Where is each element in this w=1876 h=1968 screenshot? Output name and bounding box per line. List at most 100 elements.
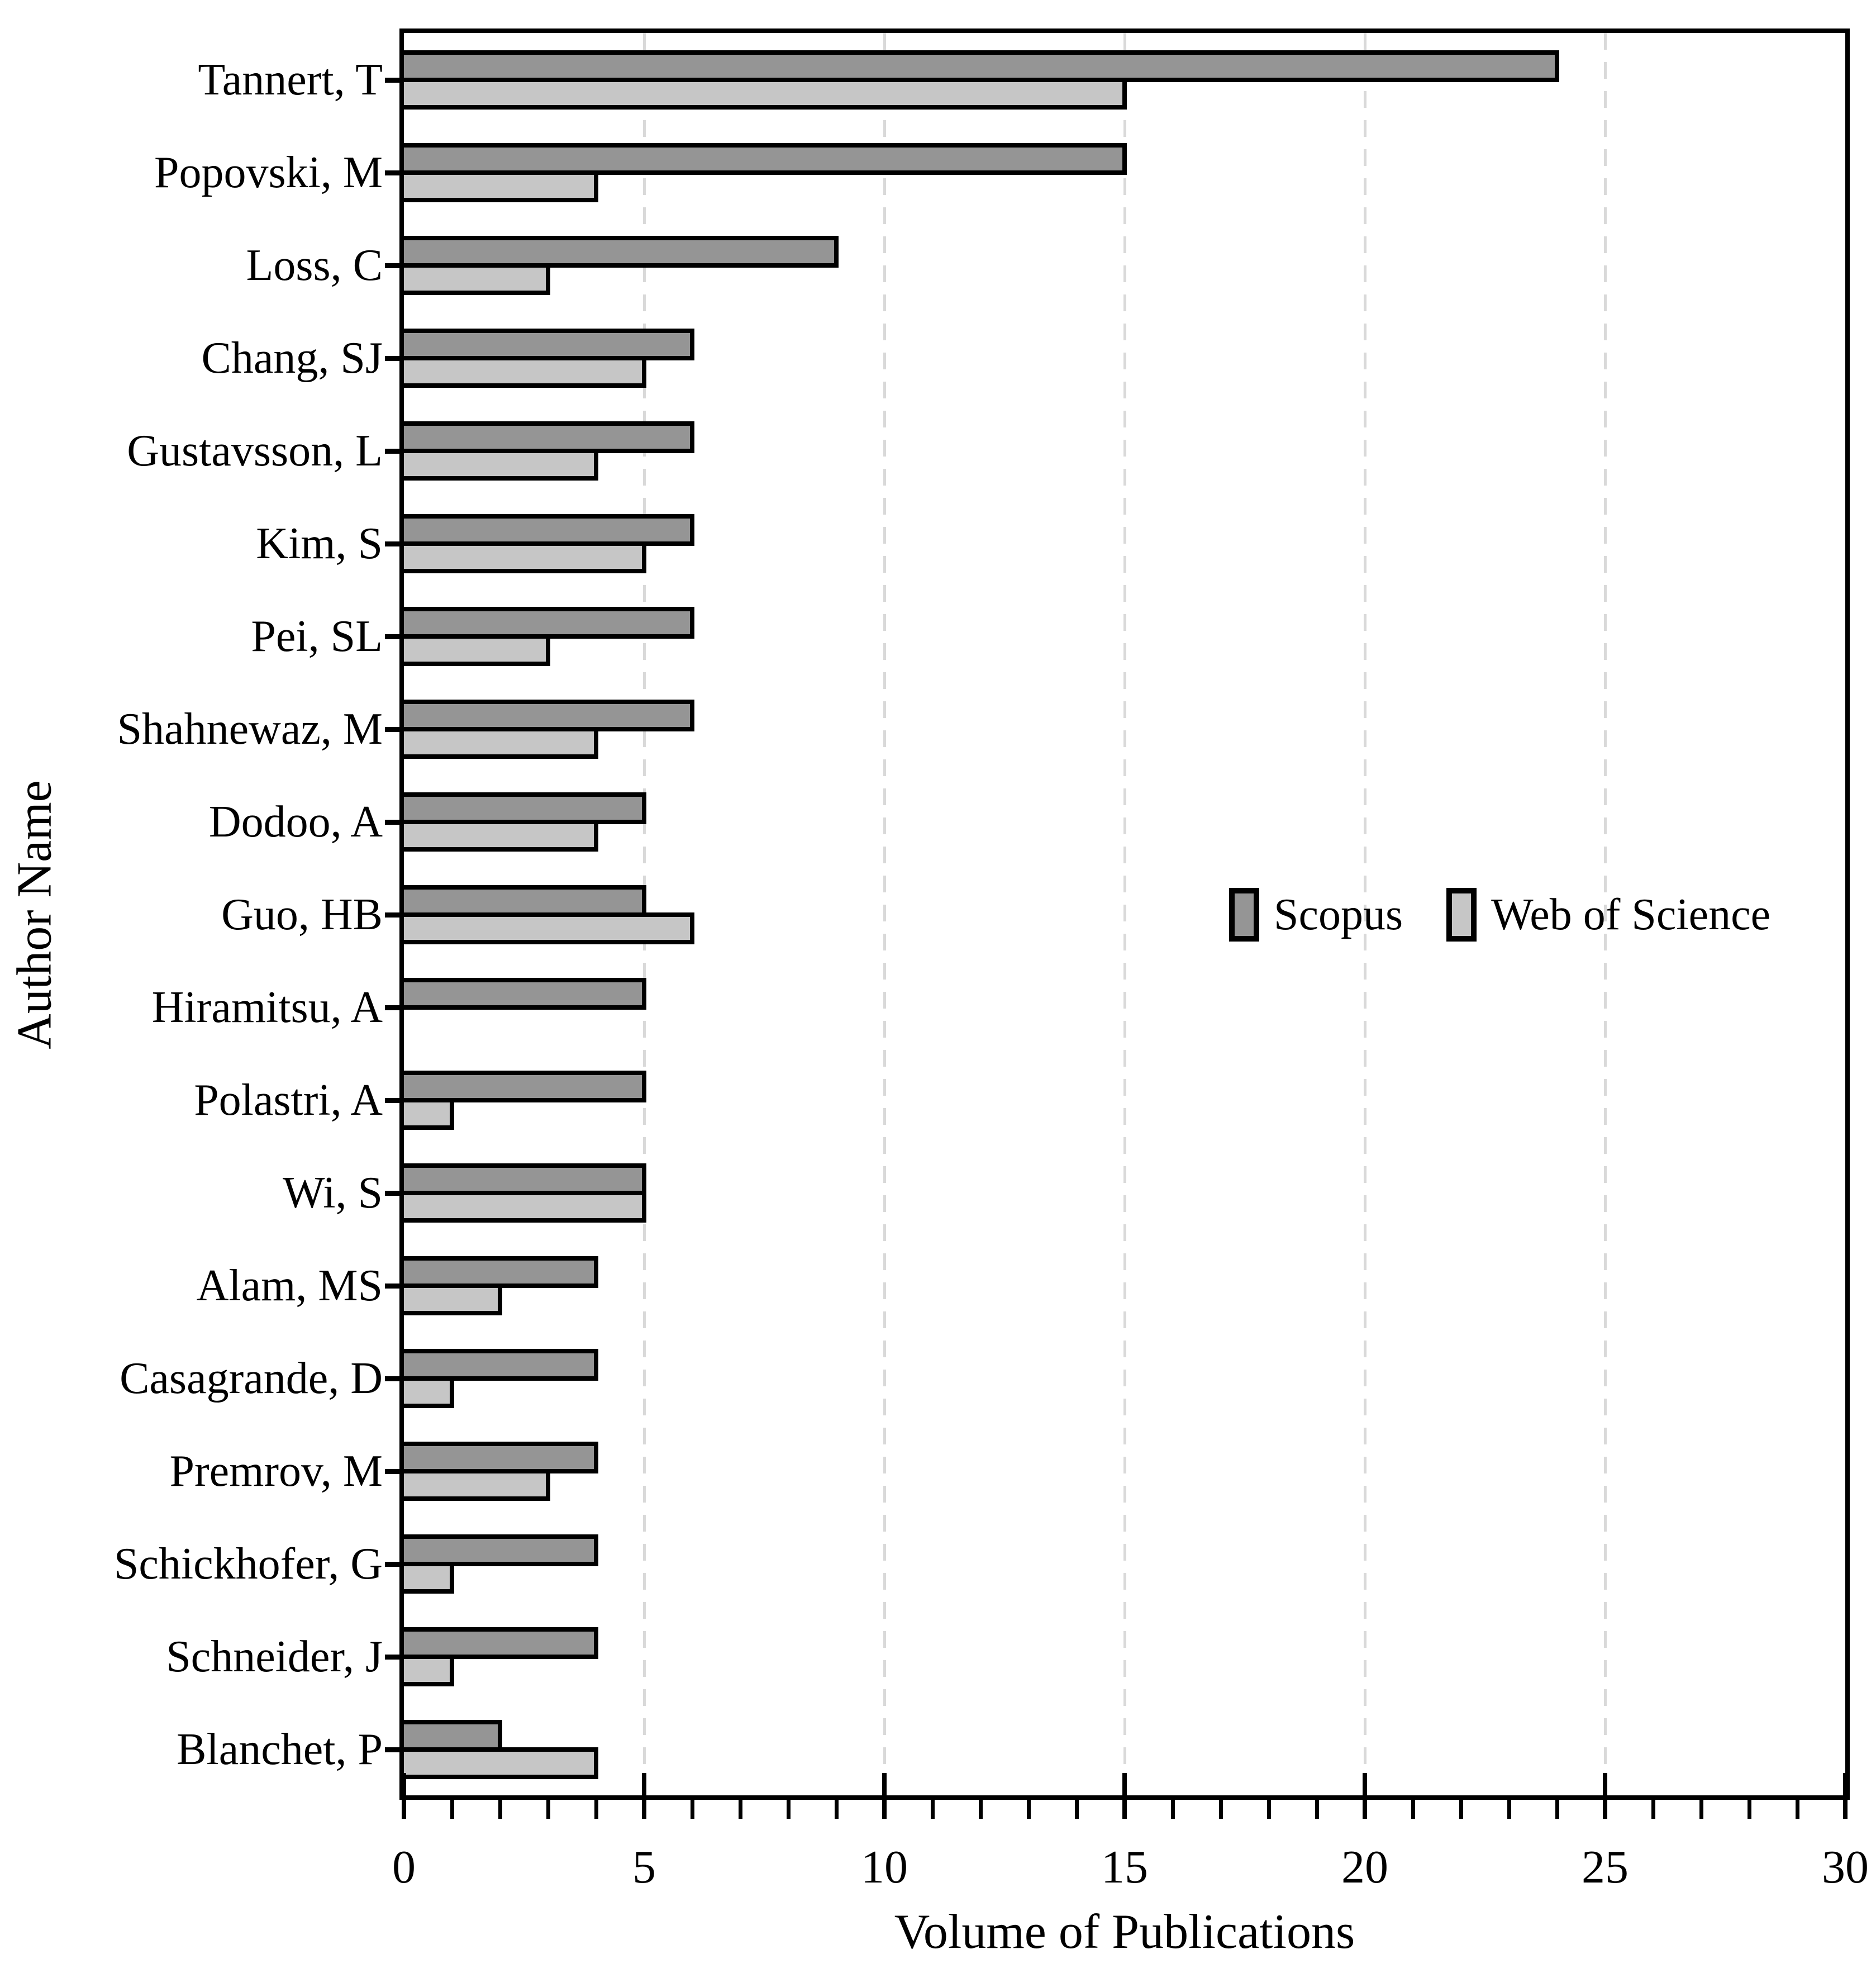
x-minor-tick-28	[1748, 1800, 1751, 1819]
y-tick-10	[385, 1005, 404, 1010]
bar-scopus-15	[399, 1442, 598, 1473]
x-major-tick-20	[1363, 1773, 1367, 1819]
y-tick-13	[385, 1284, 404, 1289]
gridline-20	[1364, 33, 1366, 1795]
bar-wos-12	[399, 1191, 646, 1223]
x-tick-label-20: 20	[1341, 1841, 1388, 1893]
author-label-3: Chang, SJ	[201, 334, 383, 383]
y-tick-18	[385, 1747, 404, 1752]
author-label-1: Popovski, M	[154, 148, 383, 197]
bar-scopus-16	[399, 1534, 598, 1566]
y-tick-15	[385, 1469, 404, 1474]
x-minor-tick-19	[1315, 1800, 1319, 1819]
bar-wos-14	[399, 1376, 454, 1408]
y-tick-7	[385, 727, 404, 732]
legend-item-web-of-science: Web of Science	[1446, 881, 1770, 948]
author-label-12: Wi, S	[282, 1168, 383, 1218]
author-label-15: Premrov, M	[169, 1447, 383, 1496]
x-minor-tick-6	[691, 1800, 694, 1819]
x-minor-tick-29	[1796, 1800, 1799, 1819]
bar-scopus-2	[399, 236, 839, 268]
x-minor-tick-4	[594, 1800, 598, 1819]
x-minor-tick-12	[979, 1800, 983, 1819]
legend-label-web-of-science: Web of Science	[1491, 890, 1771, 939]
bar-wos-9	[399, 912, 694, 944]
author-label-16: Schickhofer, G	[113, 1539, 383, 1589]
x-minor-tick-9	[835, 1800, 839, 1819]
x-major-tick-25	[1603, 1773, 1607, 1819]
x-major-tick-30	[1843, 1773, 1848, 1819]
x-minor-tick-13	[1027, 1800, 1031, 1819]
x-minor-tick-14	[1075, 1800, 1079, 1819]
gridline-10	[883, 33, 886, 1795]
x-minor-tick-27	[1699, 1800, 1703, 1819]
x-minor-tick-1	[450, 1800, 454, 1819]
y-tick-6	[385, 634, 404, 639]
gridline-15	[1123, 33, 1126, 1795]
x-major-tick-10	[882, 1773, 887, 1819]
author-label-4: Gustavsson, L	[127, 426, 383, 476]
bar-wos-3	[399, 356, 646, 388]
x-minor-tick-21	[1411, 1800, 1415, 1819]
x-minor-tick-8	[787, 1800, 791, 1819]
x-minor-tick-16	[1171, 1800, 1175, 1819]
x-minor-tick-7	[739, 1800, 742, 1819]
y-tick-17	[385, 1655, 404, 1660]
x-tick-label-25: 25	[1582, 1841, 1629, 1893]
legend: Scopus Web of Science	[1229, 881, 1770, 948]
author-label-0: Tannert, T	[198, 55, 383, 104]
y-tick-12	[385, 1191, 404, 1196]
y-tick-0	[385, 78, 404, 83]
author-label-18: Blanchet, P	[177, 1725, 383, 1774]
y-tick-14	[385, 1376, 404, 1381]
bar-scopus-11	[399, 1071, 646, 1102]
bar-wos-17	[399, 1655, 454, 1686]
author-label-13: Alam, MS	[196, 1261, 383, 1310]
bar-scopus-14	[399, 1349, 598, 1381]
y-tick-11	[385, 1098, 404, 1103]
y-tick-3	[385, 356, 404, 361]
x-major-tick-0	[402, 1773, 406, 1819]
bar-wos-6	[399, 634, 550, 666]
x-major-tick-15	[1122, 1773, 1127, 1819]
x-axis-title: Volume of Publications	[894, 1905, 1355, 1959]
author-label-10: Hiramitsu, A	[151, 983, 383, 1032]
bar-wos-11	[399, 1098, 454, 1130]
bar-scopus-17	[399, 1627, 598, 1659]
bar-scopus-9	[399, 885, 646, 917]
author-label-5: Kim, S	[256, 519, 383, 568]
bar-wos-1	[399, 170, 598, 202]
author-label-17: Schneider, J	[166, 1632, 383, 1681]
author-label-2: Loss, C	[246, 241, 383, 290]
bar-wos-8	[399, 820, 598, 852]
y-tick-8	[385, 820, 404, 825]
x-minor-tick-22	[1459, 1800, 1463, 1819]
scopus-swatch-icon	[1229, 888, 1259, 942]
x-minor-tick-17	[1219, 1800, 1223, 1819]
bar-wos-7	[399, 727, 598, 759]
y-tick-2	[385, 263, 404, 268]
bar-wos-13	[399, 1284, 502, 1315]
x-tick-label-5: 5	[632, 1841, 656, 1893]
author-label-7: Shahnewaz, M	[117, 705, 383, 754]
gridline-25	[1604, 33, 1607, 1795]
y-tick-16	[385, 1562, 404, 1567]
y-tick-4	[385, 449, 404, 454]
bar-wos-0	[399, 78, 1127, 110]
author-label-14: Casagrande, D	[120, 1354, 383, 1403]
bar-wos-15	[399, 1469, 550, 1501]
bar-wos-4	[399, 449, 598, 481]
x-minor-tick-2	[498, 1800, 502, 1819]
plot-area	[399, 28, 1850, 1800]
x-tick-label-10: 10	[861, 1841, 908, 1893]
author-label-6: Pei, SL	[251, 612, 383, 661]
x-minor-tick-18	[1267, 1800, 1271, 1819]
legend-label-scopus: Scopus	[1274, 890, 1403, 939]
x-minor-tick-24	[1555, 1800, 1559, 1819]
x-major-tick-5	[642, 1773, 646, 1819]
author-label-9: Guo, HB	[221, 890, 383, 939]
y-tick-1	[385, 170, 404, 175]
author-label-8: Dodoo, A	[208, 797, 383, 847]
x-minor-tick-23	[1507, 1800, 1511, 1819]
